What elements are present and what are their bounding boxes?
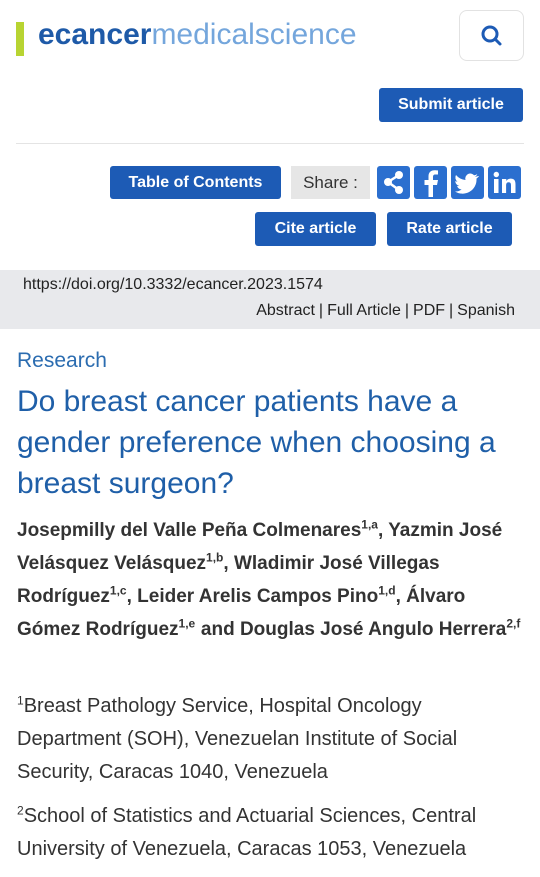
logo-b: medicalscience — [151, 18, 357, 51]
facebook-icon[interactable] — [414, 166, 447, 199]
article-link[interactable]: PDF — [413, 302, 446, 319]
author-sep: , — [395, 586, 401, 607]
affiliation: 1Breast Pathology Service, Hospital Onco… — [17, 690, 527, 789]
authors: Josepmilly del Valle Peña Colmenares1,a,… — [17, 514, 527, 646]
affiliations: 1Breast Pathology Service, Hospital Onco… — [17, 690, 527, 877]
author-name: Leider Arelis Campos Pino — [137, 586, 379, 607]
author-name: Douglas José Angulo Herrera — [239, 619, 507, 640]
section: Research — [17, 349, 107, 372]
link-separator: | — [404, 302, 410, 319]
article-link[interactable]: Abstract — [256, 302, 315, 319]
author-sep: , — [223, 553, 229, 574]
article-title: Do breast cancer patients have a gender … — [17, 385, 496, 500]
rate-button[interactable]: Rate article — [387, 212, 512, 246]
article-links: Abstract | Full Article | PDF | Spanish — [254, 302, 517, 320]
author-sup: 1,b — [206, 550, 224, 565]
share-icon[interactable] — [377, 166, 410, 199]
link-separator: | — [318, 302, 324, 319]
doi[interactable]: https://doi.org/10.3332/ecancer.2023.157… — [23, 276, 323, 293]
doi-band — [0, 270, 540, 329]
affiliation-text: School of Statistics and Actuarial Scien… — [17, 805, 477, 860]
link-separator: | — [449, 302, 454, 319]
submit-button[interactable]: Submit article — [379, 88, 523, 122]
linkedin-icon[interactable] — [488, 166, 521, 199]
author-sep: , — [126, 586, 132, 607]
logo-a: ecancer — [38, 18, 152, 51]
article-link[interactable]: Spanish — [457, 302, 515, 319]
author-sep: and — [200, 619, 235, 640]
author-sup: 2,f — [506, 616, 521, 631]
logo[interactable]: ecancermedicalscience — [38, 14, 357, 56]
toc-button[interactable]: Table of Contents — [110, 166, 281, 199]
author-name: Josepmilly del Valle Peña Colmenares — [17, 520, 362, 541]
affiliation-sup: 2 — [17, 803, 24, 818]
author-sep: , — [377, 520, 384, 541]
author-name: Álvaro Gómez Rodríguez — [17, 586, 466, 640]
author-name: Wladimir José Villegas Rodríguez — [17, 553, 440, 607]
article-link[interactable]: Full Article — [327, 302, 401, 319]
cite-button[interactable]: Cite article — [255, 212, 376, 246]
author-sup: 1,e — [178, 616, 196, 631]
author-sup: 1,a — [361, 517, 378, 532]
affiliation-text: Breast Pathology Service, Hospital Oncol… — [17, 695, 458, 783]
affiliation: 2School of Statistics and Actuarial Scie… — [17, 800, 527, 866]
logo-bar — [16, 22, 24, 56]
author-name: Yazmin José Velásquez Velásquez — [17, 520, 503, 574]
divider — [16, 143, 524, 144]
twitter-icon[interactable] — [451, 166, 484, 199]
search-icon — [481, 25, 502, 46]
share-label: Share : — [291, 166, 370, 199]
search-button[interactable] — [459, 10, 524, 61]
author-sup: 1,d — [378, 583, 396, 598]
author-sup: 1,c — [109, 583, 127, 598]
affiliation-sup: 1 — [17, 693, 24, 708]
